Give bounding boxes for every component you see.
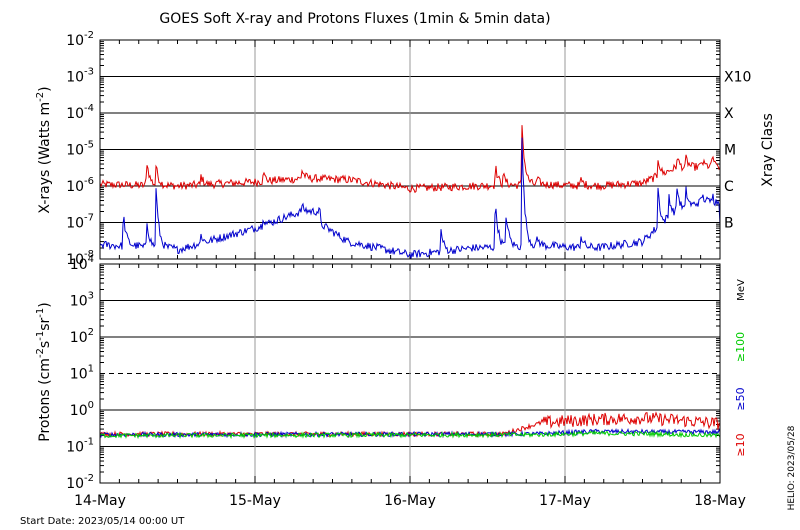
xray-frame <box>99 39 721 260</box>
proton-ylabel-close: ) <box>37 302 53 307</box>
y-tick-label: 103 <box>70 291 94 310</box>
y-tick-label: 10-5 <box>66 140 94 159</box>
y-tick-label: 10-1 <box>66 437 94 456</box>
xray-y-axis-label: X-rays (Watts m-2) <box>35 86 53 213</box>
mev-label: MeV <box>736 279 747 301</box>
proton-ylabel-mid2: sr <box>37 317 53 330</box>
y-tick-label: 101 <box>70 364 94 383</box>
y-tick-label: 100 <box>70 400 94 419</box>
y-tick-label: 10-6 <box>66 176 94 195</box>
series-line-long <box>99 125 721 194</box>
xray-panel: 10-8 10-7 10-6 10-5 10-4 10-3 10-2 B C M X X10 Xra… <box>35 30 776 268</box>
xray-grid <box>100 40 720 259</box>
xray-class-labels: B C M X X10 <box>724 70 751 232</box>
series-line-p100 <box>99 429 721 440</box>
y-tick-label: 102 <box>70 327 94 346</box>
y-tick-label: 104 <box>70 254 94 273</box>
xray-class-label: B <box>724 216 734 232</box>
xray-class-axis-label: Xray Class <box>760 113 776 187</box>
series-line-short <box>99 137 721 259</box>
proton-ylabel-sup3: -1 <box>35 308 46 318</box>
proton-ylabel-sup2: -1 <box>35 331 46 341</box>
xray-class-label: C <box>724 179 734 195</box>
proton-series <box>99 411 721 440</box>
xray-class-label: M <box>724 143 736 159</box>
xray-class-label: X10 <box>724 70 751 86</box>
proton-frame <box>99 263 721 484</box>
x-tick-label: 18-May <box>694 493 746 509</box>
x-tick-label: 16-May <box>384 493 436 509</box>
x-tick-label: 17-May <box>539 493 591 509</box>
xray-ylabel-close: ) <box>37 86 53 91</box>
xray-ylabel-main: X-rays (Watts m <box>37 102 53 214</box>
x-tick-label: 15-May <box>229 493 281 509</box>
energy-label-50: ≥50 <box>734 387 747 410</box>
x-tick-labels: 14-May 15-May 16-May 17-May 18-May <box>74 493 746 509</box>
credit-label: HELIO: 2023/05/28 <box>787 425 797 510</box>
proton-ylabel-mid: s <box>37 341 53 348</box>
proton-ylabel-main: Protons (cm <box>37 358 53 442</box>
energy-label-100: ≥100 <box>734 332 747 362</box>
y-tick-label: 10-7 <box>66 213 94 232</box>
y-tick-label: 10-3 <box>66 67 94 86</box>
proton-grid <box>100 264 720 483</box>
xray-series <box>99 125 721 259</box>
xray-ylabel-sup: -2 <box>35 92 46 102</box>
energy-label-10: ≥10 <box>734 433 747 456</box>
y-tick-label: 10-2 <box>66 473 94 492</box>
y-tick-label: 10-2 <box>66 30 94 49</box>
y-tick-label: 10-8 <box>66 249 94 268</box>
xray-y-ticks: 10-8 10-7 10-6 10-5 10-4 10-3 10-2 <box>66 30 720 268</box>
proton-ylabel-sup1: -2 <box>35 348 46 358</box>
x-tick-label: 14-May <box>74 493 126 509</box>
proton-y-ticks: 10-2 10-1 100 101 102 103 104 <box>66 254 720 492</box>
proton-y-axis-label: Protons (cm-2s-1sr-1) <box>35 302 53 441</box>
chart-title: GOES Soft X-ray and Protons Fluxes (1min… <box>159 11 550 27</box>
start-date: Start Date: 2023/05/14 00:00 UT <box>20 516 185 527</box>
y-tick-label: 10-4 <box>66 103 94 122</box>
xray-class-label: X <box>724 106 734 122</box>
